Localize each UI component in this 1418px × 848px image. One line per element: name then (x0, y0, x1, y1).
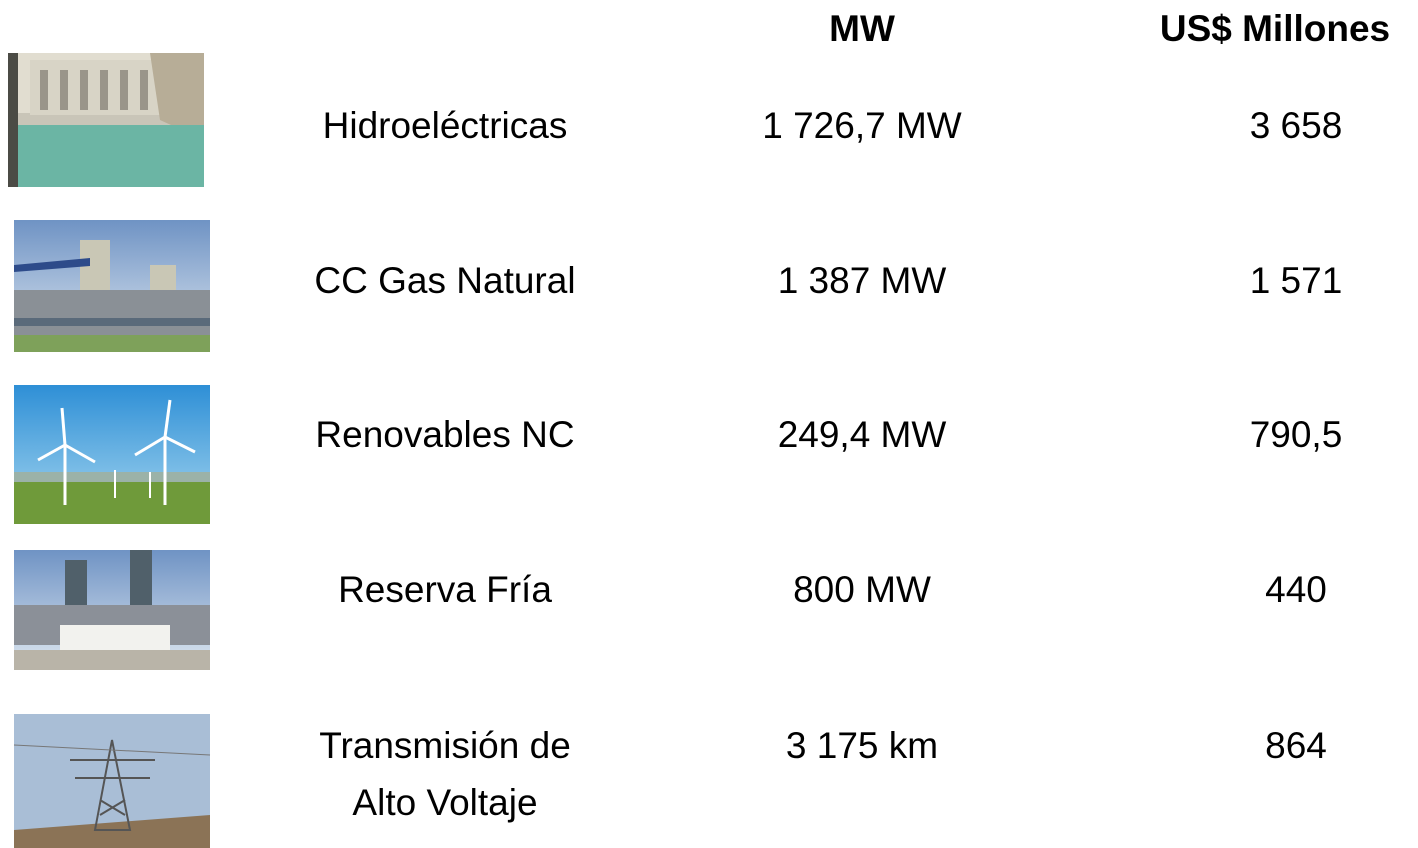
column-header: MW (829, 8, 895, 49)
row-label: Hidroeléctricas (323, 105, 568, 146)
row-label: Reserva Fría (338, 569, 552, 610)
capacity-value: 1 387 MW (778, 260, 947, 301)
capacity-value: 1 726,7 MW (762, 105, 962, 146)
page: MW US$ Millones Hidroeléctricas 1 726,7 MW 3… (0, 0, 1418, 848)
wind-farm-photo (14, 385, 210, 524)
investment-value: 1 571 (1250, 260, 1343, 301)
capacity-value: 3 175 km (786, 725, 938, 766)
capacity-value: 800 MW (793, 569, 931, 610)
reserve-plant-photo (14, 550, 210, 670)
gas-plant-photo (14, 220, 210, 352)
dam-photo (8, 53, 204, 187)
slide: MW US$ Millones Hidroeléctricas 1 726,7 MW 3… (0, 0, 1418, 848)
row-label: Transmisión de (319, 725, 571, 766)
investment-value: 440 (1265, 569, 1327, 610)
row-label: Renovables NC (315, 414, 574, 455)
investment-value: 790,5 (1250, 414, 1343, 455)
row-label: CC Gas Natural (314, 260, 575, 301)
capacity-value: 249,4 MW (778, 414, 947, 455)
row-label: Alto Voltaje (352, 782, 537, 823)
investment-value: 864 (1265, 725, 1327, 766)
investment-value: 3 658 (1250, 105, 1343, 146)
column-header: US$ Millones (1160, 8, 1390, 49)
tower-photo (14, 714, 210, 848)
